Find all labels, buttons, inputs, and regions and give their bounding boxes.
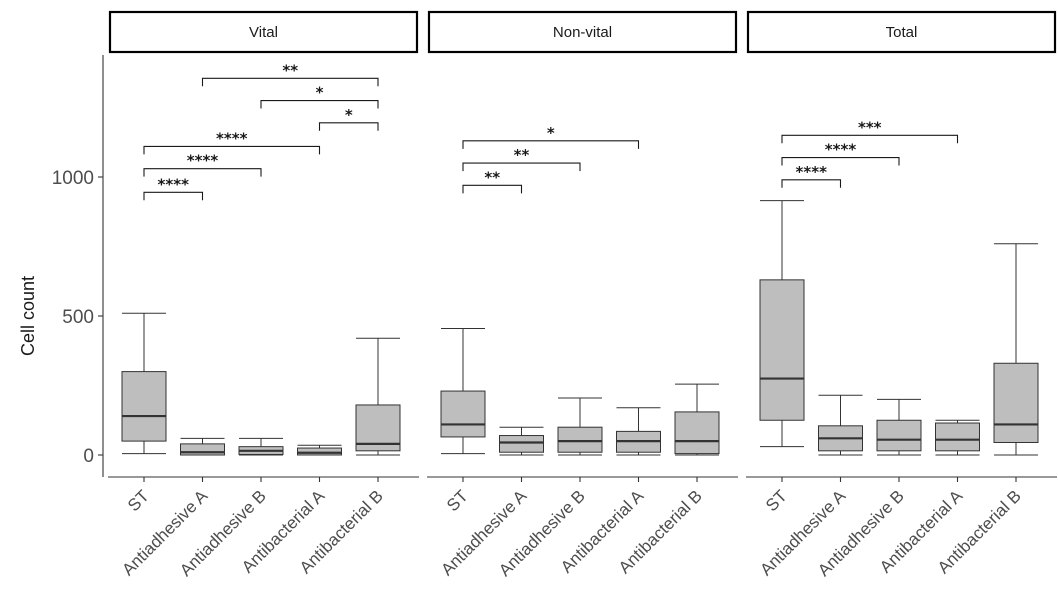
panel-strips: Vital Non-vital Total: [108, 10, 1057, 54]
bracket-vital-st-vs-antiadhesive-a: ****: [143, 175, 204, 201]
box-iqr: [297, 447, 342, 456]
significance-label: ****: [825, 141, 857, 159]
box-iqr: [557, 426, 603, 453]
strip-label-non-vital: Non-vital: [553, 24, 612, 41]
bracket-vital-st-vs-antiadhesive-b: ****: [143, 152, 262, 177]
bracket-non-vital-st-vs-antiadhesive-b: **: [462, 146, 581, 172]
box-iqr: [935, 422, 980, 452]
bracket-line: [201, 77, 379, 87]
significance-label: *: [316, 84, 324, 102]
box-non-vital-antibacterial-a: [616, 407, 661, 456]
bracket-line: [143, 191, 204, 201]
box-total-antibacterial-a: [935, 419, 980, 456]
bracket-line: [260, 100, 379, 109]
x-tick-label-st: ST: [762, 486, 791, 515]
box-total-st: [759, 200, 805, 448]
significance-label: ***: [858, 118, 882, 136]
y-tick-label: 1000: [52, 168, 94, 189]
box-total-antiadhesive-a: [818, 394, 863, 456]
box-iqr: [499, 435, 544, 453]
box-vital-antiadhesive-b: [238, 437, 284, 456]
box-iqr: [674, 411, 720, 455]
box-vital-antibacterial-b: [355, 337, 401, 456]
y-tick-label: 0: [83, 446, 94, 467]
bracket-line: [462, 140, 640, 149]
x-tick-label-st: ST: [124, 486, 153, 515]
bracket-line: [781, 134, 959, 144]
box-non-vital-antibacterial-b: [674, 383, 720, 456]
y-tick-label: 500: [62, 307, 94, 328]
significance-label: ****: [216, 129, 248, 147]
panel-boxes: [121, 200, 1039, 456]
bracket-total-st-vs-antiadhesive-a: ****: [781, 163, 842, 188]
significance-label: ****: [187, 152, 219, 170]
significance-label: ****: [796, 163, 828, 181]
box-iqr: [180, 443, 225, 456]
significance-label: *: [345, 106, 353, 124]
bracket-vital-antiadhesive-b-vs-antibacterial-b: *: [260, 84, 379, 109]
box-total-antiadhesive-b: [876, 398, 922, 456]
bracket-total-st-vs-antibacterial-a: ***: [781, 118, 959, 144]
box-vital-antiadhesive-a: [180, 437, 225, 456]
significance-label: **: [484, 168, 500, 186]
bracket-line: [143, 168, 262, 177]
bracket-line: [318, 122, 379, 131]
significance-label: **: [514, 146, 530, 164]
bracket-total-st-vs-antiadhesive-b: ****: [781, 141, 900, 166]
y-axis-label: Cell count: [18, 276, 38, 356]
strip-non-vital: [427, 10, 738, 54]
box-iqr: [993, 362, 1039, 443]
bracket-vital-antiadhesive-a-vs-antibacterial-b: **: [201, 61, 379, 87]
box-vital-antibacterial-a: [297, 444, 342, 456]
box-iqr: [876, 419, 922, 452]
bracket-line: [462, 162, 581, 172]
strip-label-vital: Vital: [249, 24, 278, 41]
x-tick-label-st: ST: [443, 486, 472, 515]
bracket-non-vital-st-vs-antiadhesive-a: **: [462, 168, 523, 194]
box-non-vital-antiadhesive-b: [557, 397, 603, 456]
box-iqr: [440, 390, 486, 438]
strip-label-total: Total: [886, 24, 918, 41]
bracket-line: [781, 179, 842, 188]
bracket-vital-st-vs-antibacterial-a: ****: [143, 129, 321, 155]
significance-label: ****: [158, 175, 190, 193]
box-vital-st: [121, 312, 167, 455]
significance-label: *: [547, 124, 555, 142]
bracket-line: [143, 145, 321, 155]
bracket-line: [462, 184, 523, 194]
significance-label: **: [282, 61, 298, 79]
box-iqr: [121, 371, 167, 442]
strip-vital: [108, 10, 419, 54]
bracket-non-vital-st-vs-antibacterial-a: *: [462, 124, 640, 149]
box-iqr: [759, 279, 805, 421]
box-total-antibacterial-b: [993, 243, 1039, 456]
box-non-vital-antiadhesive-a: [499, 426, 544, 456]
bracket-vital-antibacterial-a-vs-antibacterial-b: *: [318, 106, 379, 131]
significance-brackets: ********************************: [143, 61, 959, 201]
box-non-vital-st: [440, 328, 486, 455]
strip-total: [746, 10, 1057, 54]
bracket-line: [781, 156, 900, 166]
